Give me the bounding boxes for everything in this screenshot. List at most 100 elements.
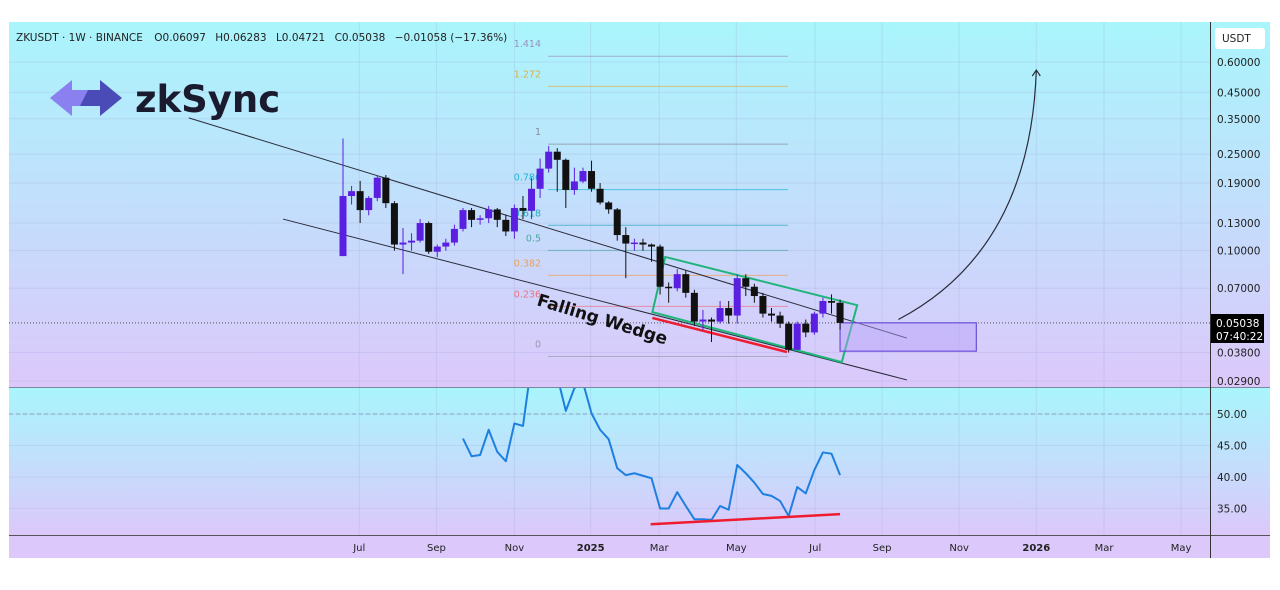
candle-body bbox=[562, 159, 570, 190]
candle bbox=[502, 215, 510, 236]
candle-body bbox=[433, 246, 441, 252]
candle-body bbox=[656, 246, 664, 287]
candle-body bbox=[682, 274, 690, 293]
candle bbox=[622, 227, 630, 279]
candle bbox=[596, 183, 604, 205]
candle bbox=[810, 311, 818, 335]
time-tick-label: Nov bbox=[949, 543, 969, 554]
currency-label: USDT bbox=[1222, 33, 1251, 45]
candle-body bbox=[502, 219, 510, 232]
candle bbox=[656, 244, 664, 295]
candle-body bbox=[390, 203, 398, 245]
candle bbox=[339, 138, 347, 257]
candle bbox=[759, 292, 767, 318]
logo-text: zkSync bbox=[135, 78, 280, 121]
candle-body bbox=[802, 323, 810, 333]
candle-body bbox=[785, 323, 793, 350]
rsi-pane[interactable] bbox=[9, 388, 1270, 535]
candle-body bbox=[356, 191, 364, 211]
time-tick-label: May bbox=[726, 543, 747, 554]
candle bbox=[485, 205, 493, 224]
time-tick-label: Nov bbox=[505, 543, 525, 554]
fib-level-label: 1.272 bbox=[514, 69, 541, 80]
price-pane[interactable] bbox=[9, 22, 1270, 388]
candle bbox=[716, 301, 724, 324]
candle-body bbox=[450, 228, 458, 243]
candle-body bbox=[442, 242, 450, 247]
candle-body bbox=[579, 171, 587, 182]
price-tick-label: 0.07000 bbox=[1217, 283, 1260, 295]
candle bbox=[733, 274, 741, 324]
candle-body bbox=[699, 319, 707, 322]
candle-body bbox=[528, 188, 536, 211]
currency-button[interactable]: USDT bbox=[1215, 28, 1265, 49]
candle bbox=[356, 180, 364, 224]
price-tick-label: 0.60000 bbox=[1217, 57, 1260, 69]
time-axis[interactable] bbox=[9, 535, 1270, 558]
candle bbox=[519, 196, 527, 220]
candle bbox=[536, 158, 544, 198]
grid bbox=[9, 22, 1210, 535]
candle bbox=[785, 321, 793, 353]
candle-body bbox=[459, 210, 467, 229]
candle-body bbox=[373, 177, 381, 198]
zksync-logo: zkSync bbox=[50, 78, 280, 121]
candle-body bbox=[553, 151, 561, 160]
candle-body bbox=[596, 188, 604, 203]
candle-body bbox=[673, 274, 681, 289]
fib-level-label: 0.786 bbox=[514, 173, 541, 184]
candle bbox=[827, 294, 835, 314]
candle bbox=[605, 201, 613, 214]
projection-arrow[interactable] bbox=[898, 69, 1037, 321]
candle-body bbox=[665, 286, 673, 289]
fib-level-label: 0.5 bbox=[526, 233, 541, 244]
time-tick-label: May bbox=[1171, 543, 1192, 554]
candle bbox=[836, 299, 844, 330]
symbol-legend[interactable]: ZKUSDT · 1W · BINANCE O0.06097 H0.06283 … bbox=[16, 32, 507, 44]
ohlc-close: C0.05038 bbox=[335, 32, 386, 44]
candle bbox=[793, 321, 801, 350]
candle bbox=[408, 233, 416, 251]
candle-body bbox=[716, 308, 724, 322]
logo-right-arrow-icon bbox=[80, 80, 122, 116]
drawings[interactable] bbox=[188, 68, 1041, 381]
upper-trendline[interactable] bbox=[188, 117, 908, 339]
candle bbox=[493, 207, 501, 228]
target-box[interactable] bbox=[839, 322, 977, 352]
candles bbox=[339, 138, 844, 353]
candle bbox=[648, 243, 656, 262]
price-tick-label: 0.10000 bbox=[1217, 246, 1260, 258]
candle-body bbox=[827, 301, 835, 303]
time-tick-label: Jul bbox=[808, 543, 821, 554]
candle bbox=[579, 167, 587, 184]
candle bbox=[725, 301, 733, 324]
symbol-info: ZKUSDT · 1W · BINANCE bbox=[16, 32, 143, 44]
rsi-tick-label: 50.00 bbox=[1217, 409, 1247, 421]
candle-body bbox=[690, 292, 698, 322]
candle bbox=[442, 238, 450, 251]
candle-body bbox=[485, 209, 493, 219]
time-tick-label: Jul bbox=[352, 543, 365, 554]
candle-body bbox=[468, 210, 476, 220]
candle-body bbox=[588, 171, 596, 189]
candle bbox=[416, 219, 424, 243]
candle bbox=[390, 201, 398, 251]
candle-body bbox=[536, 168, 544, 189]
channel-rectangle[interactable] bbox=[651, 255, 859, 364]
fib-level-label: 0.618 bbox=[514, 208, 541, 219]
candle-body bbox=[630, 242, 638, 245]
candle bbox=[768, 308, 775, 322]
time-tick-label: Mar bbox=[1095, 543, 1115, 554]
lower-trendline[interactable] bbox=[282, 218, 908, 381]
fibonacci-retracement[interactable]: 1.414 1.272 1 0.786 0.618 0.5 0.382 0.236 0 bbox=[514, 39, 788, 358]
support-line[interactable] bbox=[652, 316, 788, 354]
candle bbox=[699, 309, 707, 331]
candle bbox=[510, 204, 518, 239]
price-tick-label: 0.13000 bbox=[1217, 218, 1260, 230]
candle-body bbox=[339, 196, 347, 257]
logo-left-arrow-icon bbox=[50, 80, 92, 116]
candle bbox=[750, 283, 758, 303]
candle bbox=[802, 319, 810, 338]
time-tick-label: Sep bbox=[427, 543, 446, 554]
